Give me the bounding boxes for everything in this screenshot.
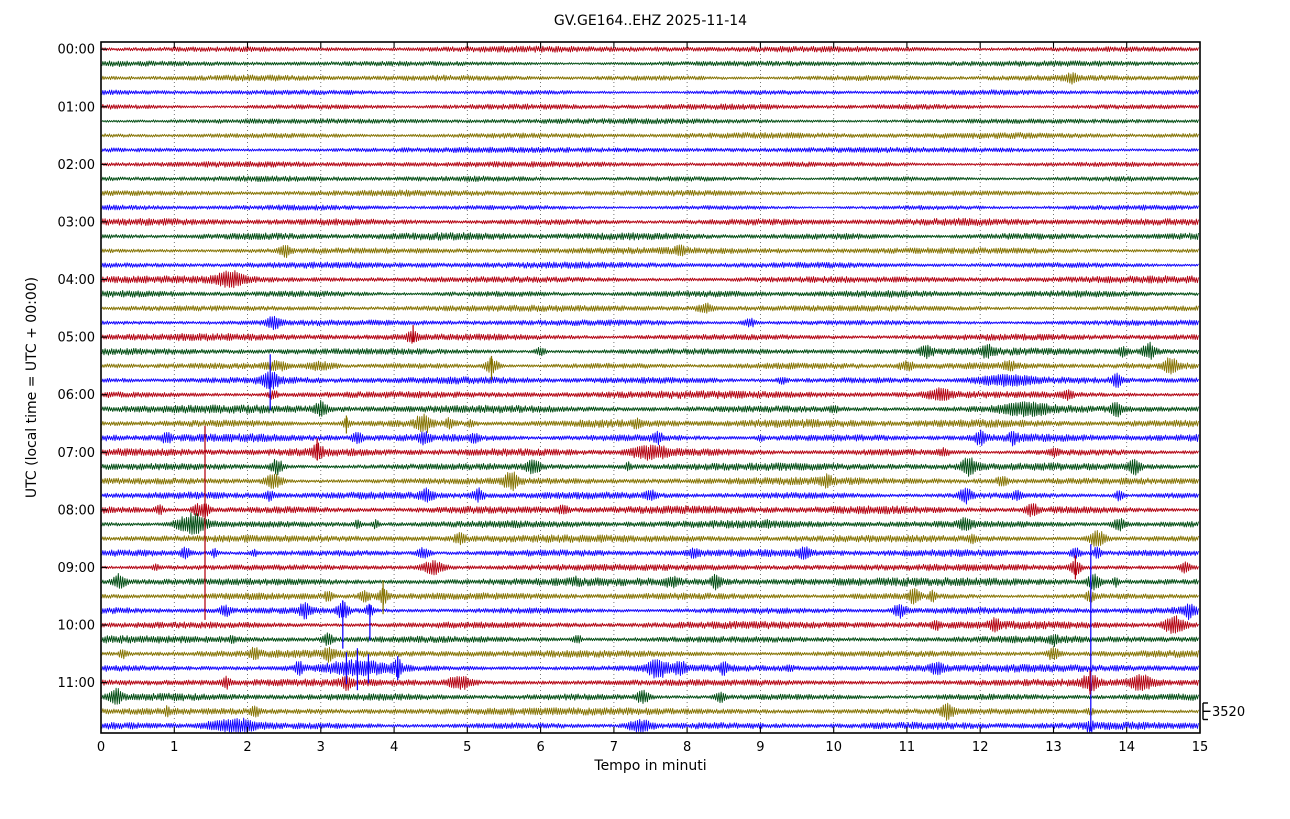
trace-row-15	[101, 261, 1199, 269]
axis-ticks	[100, 42, 1201, 733]
trace-row-43	[101, 659, 1199, 679]
trace-row-14	[101, 244, 1199, 259]
x-tick-label-6: 6	[536, 740, 544, 755]
trace-row-42	[101, 646, 1199, 663]
trace-row-19	[101, 315, 1199, 331]
x-tick-label-7: 7	[610, 740, 618, 755]
x-tick-labels: 0 1 2 3 4 5 6 7 8 9 10 11 12 13 14 15	[97, 740, 1208, 755]
trace-row-4	[101, 103, 1199, 111]
hour-label-03:00: 03:00	[58, 215, 95, 230]
trace-row-13	[101, 232, 1199, 241]
trace-row-36	[101, 560, 1199, 576]
y-axis-label: UTC (local time = UTC + 00:00)	[24, 277, 40, 498]
x-tick-label-1: 1	[170, 740, 178, 755]
trace-row-40	[101, 615, 1199, 634]
x-tick-label-5: 5	[463, 740, 471, 755]
trace-row-1	[101, 60, 1199, 67]
trace-row-20	[101, 329, 1199, 344]
hour-label-11:00: 11:00	[58, 676, 95, 691]
trace-row-32	[101, 503, 1199, 519]
trace-row-21	[101, 341, 1199, 360]
trace-row-6	[101, 132, 1199, 140]
trace-row-38	[101, 587, 1199, 605]
trace-row-11	[101, 204, 1199, 211]
trace-row-33	[101, 512, 1199, 535]
trace-rows	[101, 45, 1199, 733]
x-tick-label-11: 11	[899, 740, 916, 755]
trace-row-17	[101, 289, 1199, 298]
trace-row-39	[101, 600, 1199, 621]
trace-row-37	[101, 572, 1199, 591]
hour-label-05:00: 05:00	[58, 331, 95, 346]
event-spikes	[204, 325, 1092, 732]
plot-border	[100, 41, 1201, 734]
trace-row-10	[101, 189, 1199, 197]
trace-row-5	[101, 118, 1199, 125]
x-tick-label-4: 4	[390, 740, 398, 755]
hour-label-08:00: 08:00	[58, 503, 95, 518]
trace-row-22	[101, 357, 1199, 375]
trace-row-0	[101, 45, 1199, 53]
x-axis-label: Tempo in minuti	[593, 758, 706, 774]
x-tick-label-0: 0	[97, 740, 105, 755]
trace-row-47	[101, 717, 1199, 733]
trace-row-46	[101, 702, 1199, 721]
trace-row-27	[101, 429, 1199, 447]
hour-label-02:00: 02:00	[58, 158, 95, 173]
y-hour-labels: 00:00 01:00 02:00 03:00 04:00 05:00 06:00 07:00…	[58, 43, 95, 691]
x-tick-label-3: 3	[317, 740, 325, 755]
trace-row-23	[101, 371, 1199, 390]
trace-row-18	[101, 302, 1199, 314]
x-tick-label-15: 15	[1192, 740, 1209, 755]
trace-row-31	[101, 487, 1199, 505]
trace-row-26	[101, 413, 1199, 434]
scale-bar-bracket	[1202, 702, 1211, 721]
x-tick-label-9: 9	[756, 740, 764, 755]
trace-row-2	[101, 72, 1199, 85]
scale-bar-label: 3520	[1212, 705, 1245, 720]
trace-row-34	[101, 530, 1199, 547]
trace-row-41	[101, 632, 1199, 647]
x-tick-label-2: 2	[243, 740, 251, 755]
trace-row-16	[101, 270, 1199, 289]
trace-row-29	[101, 457, 1199, 477]
trace-row-28	[101, 442, 1199, 461]
hour-label-10:00: 10:00	[58, 619, 95, 634]
grid-lines	[173, 42, 1128, 733]
hour-label-09:00: 09:00	[58, 561, 95, 576]
trace-row-45	[101, 687, 1199, 705]
trace-row-35	[101, 546, 1199, 560]
hour-label-00:00: 00:00	[58, 43, 95, 58]
trace-row-25	[101, 399, 1199, 418]
x-tick-label-10: 10	[825, 740, 842, 755]
hour-label-01:00: 01:00	[58, 100, 95, 115]
trace-row-7	[101, 146, 1199, 154]
x-tick-label-12: 12	[972, 740, 989, 755]
x-tick-label-13: 13	[1045, 740, 1062, 755]
hour-label-04:00: 04:00	[58, 273, 95, 288]
hour-label-07:00: 07:00	[58, 446, 95, 461]
x-tick-label-8: 8	[683, 740, 691, 755]
trace-row-24	[101, 387, 1199, 402]
trace-row-12	[101, 217, 1199, 227]
trace-row-9	[101, 175, 1199, 183]
trace-row-30	[101, 471, 1199, 492]
trace-row-8	[101, 161, 1199, 168]
trace-row-44	[101, 673, 1199, 692]
hour-label-06:00: 06:00	[58, 388, 95, 403]
plot-title: GV.GE164..EHZ 2025-11-14	[554, 13, 747, 29]
trace-row-3	[101, 89, 1199, 96]
x-tick-label-14: 14	[1118, 740, 1135, 755]
